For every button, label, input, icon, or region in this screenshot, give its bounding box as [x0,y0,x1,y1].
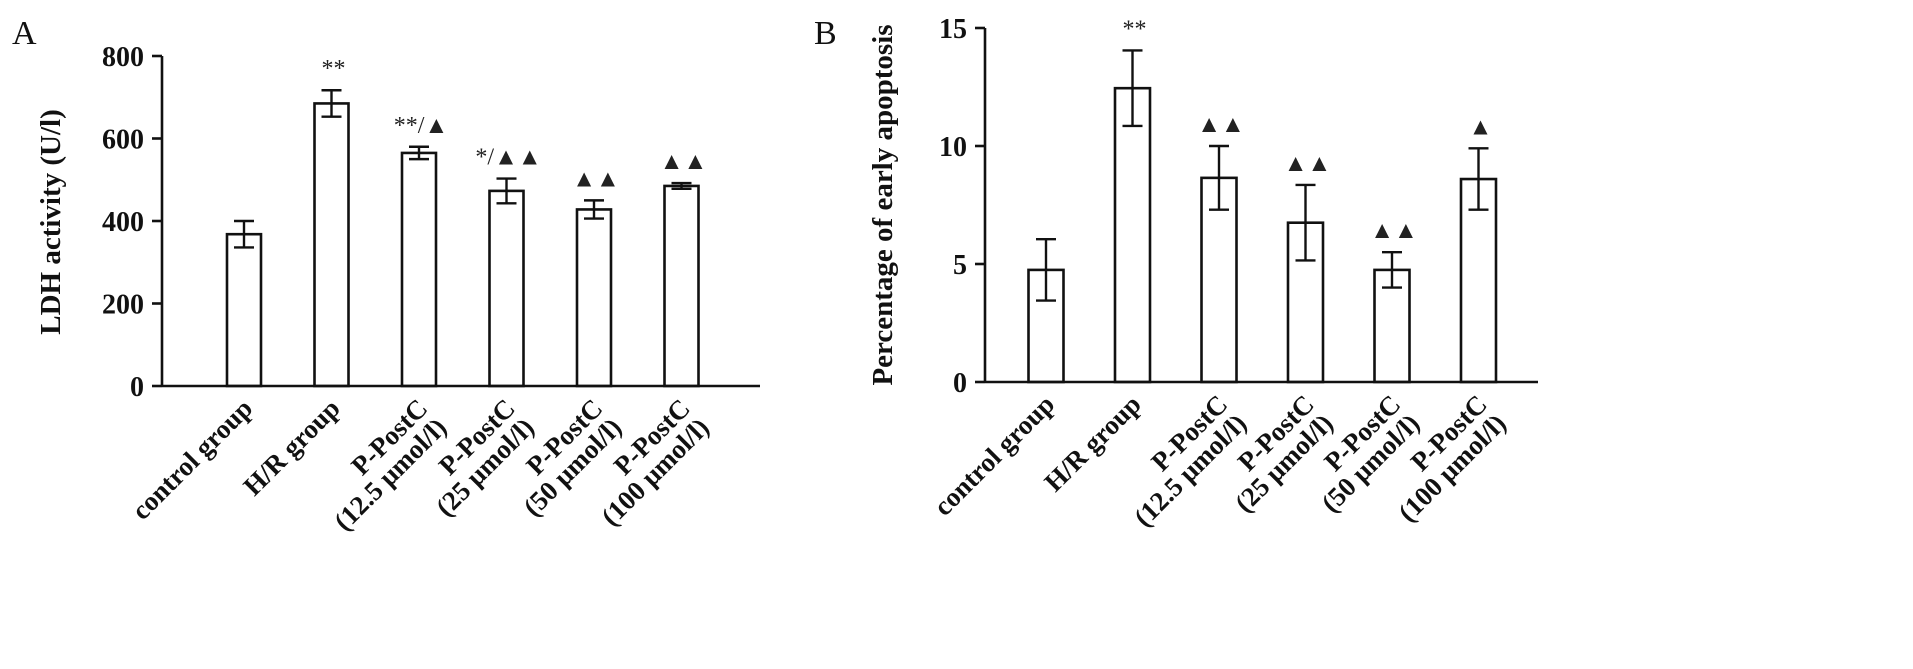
panel-a-y-tick-label: 400 [102,207,144,238]
panel-b-significance-mark: ** [1123,16,1147,42]
panel-a-chart: A LDH activity (U/l) 0 200 400 600 800 ** **/… [12,15,760,536]
panel-a-category-label-line: control group [126,393,258,525]
panel-a-bar [313,102,350,388]
panel-b-category-label: control group [928,389,1060,521]
panel-a-bar [225,232,263,388]
panel-b-error-bars [1036,49,1489,302]
panel-a-y-tick-label: 0 [130,372,144,403]
panel-a-y-tick-label: 800 [102,42,144,73]
panel-a-significance-mark: */▲▲ [475,145,541,171]
panel-a-category-label: H/R group [237,393,345,501]
panel-a-significance-mark: ▲▲ [572,166,620,192]
panel-a-significance-marks: ** **/▲ */▲▲ ▲▲ ▲▲ [322,56,708,192]
panel-b-significance-mark: ▲▲ [1284,151,1332,177]
panel-a-y-axis-label: LDH activity (U/l) [35,109,67,335]
panel-a-y-ticks: 0 200 400 600 800 [102,42,162,403]
panel-b-bars [1027,86,1498,384]
panel-b-y-tick-label: 15 [939,14,967,45]
panel-a-bars [225,102,700,388]
panel-a-bar [488,189,525,388]
panel-b-letter: B [814,15,837,52]
panel-a-significance-mark: ** [322,56,346,82]
panel-b-y-tick-label: 0 [953,368,967,399]
panel-a-letter: A [12,15,37,52]
panel-a-bar [663,184,700,388]
panel-b-y-ticks: 0 5 10 15 [939,14,985,399]
panel-a-error-bars [234,89,692,249]
panel-b-bar [1113,86,1152,384]
panel-a-category-label-line: H/R group [237,393,345,501]
panel-a-bar [575,208,613,388]
panel-b-significance-mark: ▲▲ [1197,112,1245,138]
panel-b-category-label-line: control group [928,389,1060,521]
panel-a-significance-mark: **/▲ [394,113,448,139]
panel-b-significance-mark: ▲ [1469,114,1493,140]
panel-b-y-tick-label: 5 [953,250,967,281]
panel-a-significance-mark: ▲▲ [660,149,708,175]
panel-a-y-tick-label: 600 [102,125,144,156]
panel-a-y-tick-label: 200 [102,290,144,321]
panel-a-bar [400,151,438,388]
panel-a-category-label: control group [126,393,258,525]
panel-b-y-axis-label: Percentage of early apoptosis [867,24,899,385]
panel-b-y-tick-label: 10 [939,132,967,163]
panel-b-significance-marks: **▲▲▲▲▲▲▲ [1123,16,1493,244]
panel-b-chart: B Percentage of early apoptosis 0 5 10 15 *… [814,14,1538,532]
panel-b-significance-mark: ▲▲ [1370,218,1418,244]
